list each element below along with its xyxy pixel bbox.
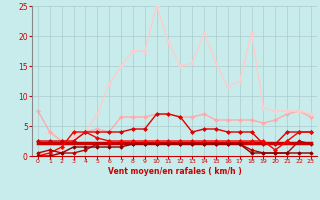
X-axis label: Vent moyen/en rafales ( km/h ): Vent moyen/en rafales ( km/h ): [108, 167, 241, 176]
